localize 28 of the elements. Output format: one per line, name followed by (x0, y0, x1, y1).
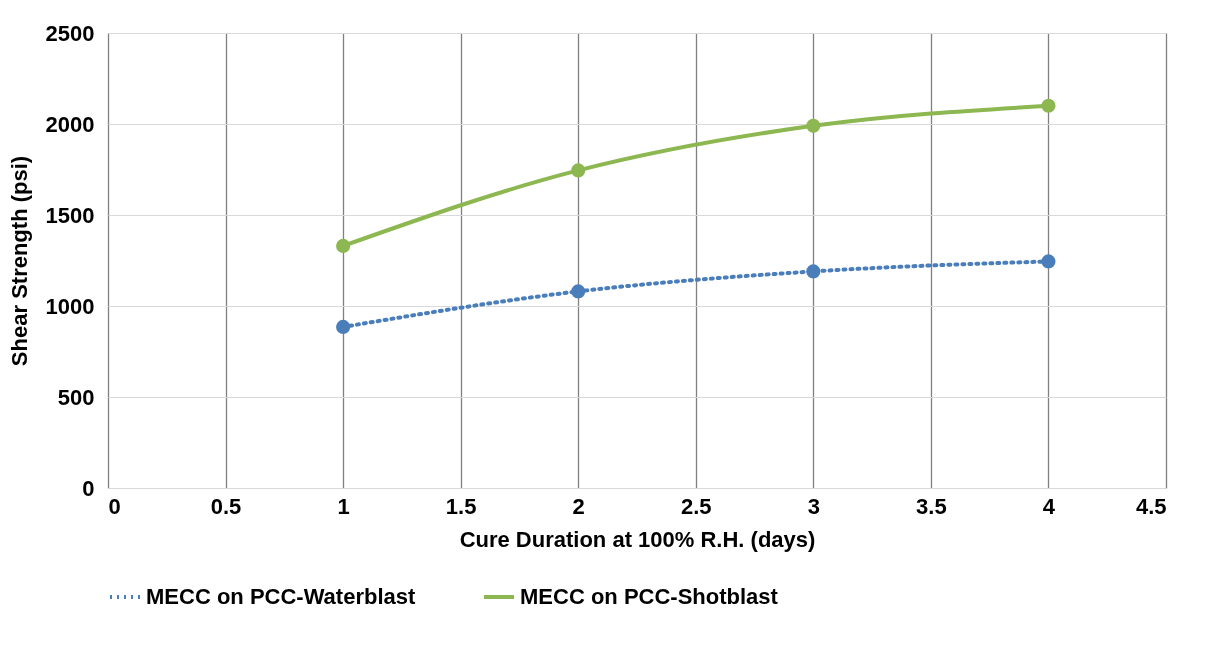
y-axis-title: Shear Strength (psi) (6, 155, 32, 367)
x-tick-label: 0 (108, 493, 121, 519)
x-tick-label: 0.5 (210, 493, 242, 519)
y-tick-label: 0 (82, 475, 95, 501)
point (806, 264, 821, 279)
y-tick-label: 1000 (45, 293, 95, 319)
x-tick-label: 4 (1042, 493, 1056, 519)
point (571, 163, 586, 178)
x-tick-label: 1.5 (445, 493, 477, 519)
point (806, 118, 821, 133)
x-tick-label: 2.5 (680, 493, 712, 519)
x-tick-label: 3 (807, 493, 820, 519)
y-tick-label: 2000 (45, 111, 95, 137)
point (1041, 254, 1056, 269)
point (336, 319, 351, 334)
point (1041, 98, 1056, 113)
y-tick-label: 2500 (45, 20, 95, 46)
legend-label: MECC on PCC-Shotblast (520, 584, 779, 609)
y-tick-label: 500 (57, 384, 95, 410)
y-tick-label: 1500 (45, 202, 95, 228)
point (571, 284, 586, 299)
point (336, 238, 351, 253)
x-tick-label: 3.5 (916, 493, 947, 519)
x-tick-label: 1 (337, 493, 350, 519)
x-tick-label: 4.5 (1135, 493, 1167, 519)
x-axis-title: Cure Duration at 100% R.H. (days) (459, 526, 816, 552)
legend-label: MECC on PCC-Waterblast (146, 584, 416, 609)
x-tick-label: 2 (572, 493, 585, 519)
